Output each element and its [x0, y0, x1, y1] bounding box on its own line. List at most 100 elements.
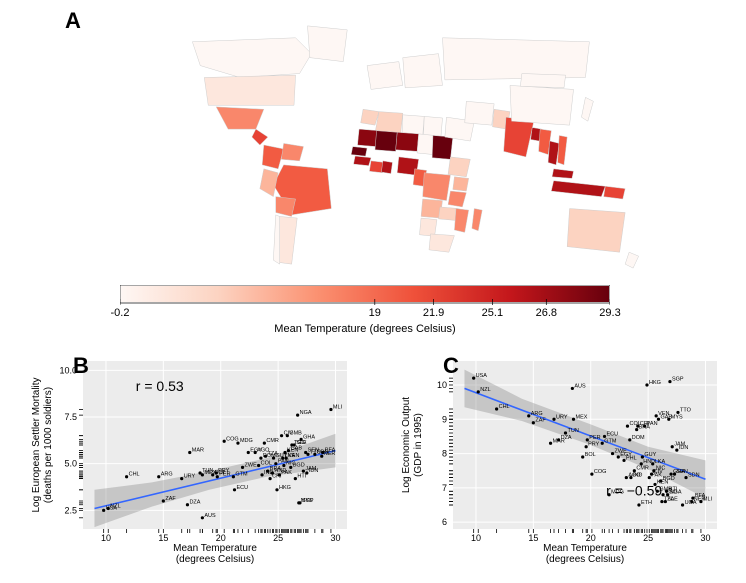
point-label: SGP: [672, 377, 684, 383]
point-label: USA: [476, 373, 488, 379]
ytick: 2.5: [64, 505, 77, 515]
point-label: DOM: [632, 435, 645, 441]
point-label: DZA: [561, 435, 572, 441]
ylabel2: (GDP in 1995): [413, 413, 424, 477]
country-guinea: [354, 156, 371, 166]
point-label: GTM: [604, 438, 617, 444]
panel-b-label: B: [73, 353, 89, 379]
point-label: COG: [226, 436, 239, 442]
point-label: DZA: [189, 500, 200, 506]
xtick: 20: [216, 533, 226, 543]
xtick: 20: [586, 533, 596, 543]
country-png: [604, 186, 625, 199]
point-label: ZWE: [245, 462, 258, 468]
point-label: MAR: [192, 447, 204, 453]
point-label: URY: [556, 414, 568, 420]
point-label: PER: [589, 435, 600, 441]
point-label: SDN: [688, 473, 700, 479]
xtick: 15: [158, 533, 168, 543]
xtick: 10: [471, 533, 481, 543]
point-label: PHL: [626, 455, 637, 461]
legend-tick: 19: [369, 307, 381, 319]
country-namibia: [419, 218, 436, 236]
country-russia: [443, 38, 590, 80]
point-label: ETH: [641, 500, 652, 506]
point-label: NIC: [656, 466, 666, 472]
country-usa: [204, 75, 295, 105]
point-label: AUS: [574, 383, 586, 389]
point-label: NGA: [300, 410, 312, 416]
country-eeurope: [403, 54, 443, 88]
point-label: CHL: [499, 404, 510, 410]
point-label: MDG: [240, 438, 253, 444]
ytick: 6: [442, 517, 447, 527]
panel-c-label: C: [443, 353, 459, 379]
point-label: PRY: [588, 442, 600, 448]
xlabel: Mean Temperature: [543, 543, 627, 554]
country-iran: [465, 101, 494, 125]
legend-title: Mean Temperature (degrees Celsius): [120, 323, 610, 335]
point-label: AUS: [204, 513, 216, 519]
legend-tick: -0.2: [111, 307, 130, 319]
point-label: ZAF: [535, 418, 546, 424]
country-kenya: [453, 177, 469, 191]
point-label: GHA: [303, 434, 315, 440]
xlabel2: (degrees Celsius): [176, 554, 254, 565]
point-label: ARG: [531, 411, 543, 417]
point-label: MYS: [671, 414, 683, 420]
point-label: GMB: [289, 431, 302, 437]
point-label: MLI: [333, 405, 343, 411]
country-niger: [396, 132, 419, 151]
legend-tick: 29.3: [599, 307, 620, 319]
country-weurope: [367, 62, 403, 90]
point-label: IDN: [679, 445, 689, 451]
xtick: 30: [331, 533, 341, 543]
point-label: PAN: [647, 421, 658, 427]
point-label: BFA: [325, 447, 336, 453]
legend-tick: 21.9: [423, 307, 444, 319]
point-label: ECU: [237, 485, 249, 491]
correlation-text: r = 0.53: [136, 378, 184, 394]
ytick: 10: [437, 380, 447, 390]
point-label: CMR: [636, 466, 649, 472]
ytick: 7: [442, 483, 447, 493]
ytick: 9: [442, 414, 447, 424]
xlabel: Mean Temperature: [173, 543, 257, 554]
point-label: NGA: [670, 490, 682, 496]
country-senegal: [351, 147, 367, 157]
correlation-text: r = −0.59: [606, 482, 662, 498]
point-label: CHL: [129, 472, 140, 478]
world-map: [60, 10, 690, 280]
ylabel: Log Economic Output: [401, 397, 412, 493]
point-label: SLE: [667, 497, 678, 503]
country-drc: [423, 173, 451, 201]
country-ghana: [381, 161, 392, 174]
xtick: 30: [701, 533, 711, 543]
point-label: BGD: [293, 462, 305, 468]
country-chad: [417, 134, 434, 155]
point-label: HKG: [649, 380, 661, 386]
point-label: PAK: [281, 470, 292, 476]
point-label: HKG: [279, 485, 291, 491]
point-label: ECU: [607, 431, 619, 437]
ytick: 5.0: [64, 459, 77, 469]
point-label: PER: [219, 472, 230, 478]
country-sudan: [432, 135, 453, 159]
scatter-b: B 10152025302.55.07.510.0USANZLCHLARGZAF…: [25, 355, 355, 565]
point-label: IDN: [309, 468, 319, 474]
point-label: SEN: [677, 469, 688, 475]
country-australia: [567, 209, 625, 253]
country-venezuela: [281, 143, 303, 160]
point-label: SGP: [302, 498, 314, 504]
ytick: 8: [442, 449, 447, 459]
country-greenland: [308, 26, 348, 62]
point-label: GTM: [235, 472, 248, 478]
xlabel2: (degrees Celsius): [546, 554, 624, 565]
colorbar-legend: -0.21921.925.126.829.3 Mean Temperature …: [120, 285, 610, 340]
point-label: BOL: [585, 452, 596, 458]
xtick: 25: [643, 533, 653, 543]
point-label: COG: [594, 469, 607, 475]
ylabel: Log European Settler Mortality: [31, 377, 42, 512]
legend-tick: 26.8: [536, 307, 557, 319]
point-label: ZAF: [165, 496, 176, 502]
